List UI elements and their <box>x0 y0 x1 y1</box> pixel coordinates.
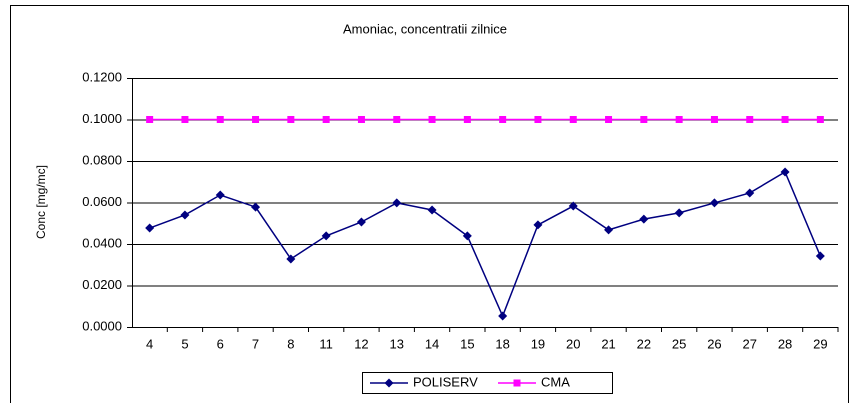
x-tick-label: 18 <box>495 336 509 351</box>
x-tick-label: 19 <box>531 336 545 351</box>
y-tick-label: 0.0200 <box>82 277 122 292</box>
y-tick-label: 0.1200 <box>82 69 122 84</box>
marker <box>321 231 331 241</box>
marker <box>427 205 437 215</box>
marker <box>392 198 402 208</box>
marker <box>640 116 648 123</box>
x-tick-label: 15 <box>460 336 474 351</box>
marker <box>462 231 472 241</box>
x-tick-label: 13 <box>390 336 404 351</box>
marker <box>322 116 330 123</box>
marker <box>534 116 542 123</box>
legend-label: CMA <box>541 374 570 389</box>
marker <box>428 116 436 123</box>
series-line <box>149 170 822 318</box>
marker <box>710 116 718 123</box>
marker <box>145 223 155 233</box>
x-tick-label: 21 <box>601 336 615 351</box>
x-tick-label: 4 <box>146 336 153 351</box>
x-tick-label: 14 <box>425 336 439 351</box>
marker <box>287 116 295 123</box>
marker <box>286 254 296 264</box>
x-tick-label: 28 <box>778 336 792 351</box>
marker <box>639 214 649 224</box>
legend-box <box>362 372 613 394</box>
x-tick-label: 27 <box>743 336 757 351</box>
marker <box>745 188 755 198</box>
y-tick-label: 0.0600 <box>82 194 122 209</box>
x-tick-label: 22 <box>637 336 651 351</box>
marker <box>215 190 225 200</box>
chart-title: Amoniac, concentratii zilnice <box>343 21 507 36</box>
marker <box>674 208 684 218</box>
marker <box>498 311 508 321</box>
x-tick-label: 20 <box>566 336 580 351</box>
y-tick-label: 0.0800 <box>82 152 122 167</box>
marker <box>216 116 224 123</box>
marker <box>393 116 401 123</box>
marker <box>816 116 824 123</box>
x-tick-label: 11 <box>319 336 333 351</box>
marker <box>180 210 190 220</box>
marker <box>781 116 789 123</box>
marker <box>463 116 471 123</box>
marker <box>605 116 613 123</box>
x-tick-label: 12 <box>354 336 368 351</box>
marker <box>533 220 543 230</box>
marker <box>357 116 365 123</box>
y-axis-label: Conc [mg/mc] <box>34 165 48 239</box>
x-tick-label: 7 <box>252 336 259 351</box>
marker <box>499 116 507 123</box>
marker <box>384 378 394 388</box>
x-tick-label: 29 <box>813 336 827 351</box>
legend-label: POLISERV <box>413 374 478 389</box>
x-tick-label: 26 <box>707 336 721 351</box>
y-tick-label: 0.0400 <box>82 235 122 250</box>
x-tick-label: 8 <box>287 336 294 351</box>
y-tick-label: 0.1000 <box>82 111 122 126</box>
marker <box>252 116 260 123</box>
marker <box>569 116 577 123</box>
marker <box>146 116 154 123</box>
x-tick-label: 6 <box>217 336 224 351</box>
marker <box>780 167 790 177</box>
marker <box>675 116 683 123</box>
marker <box>604 225 614 235</box>
x-tick-label: 5 <box>181 336 188 351</box>
y-tick-label: 0.0000 <box>82 318 122 333</box>
marker <box>181 116 189 123</box>
marker <box>513 379 521 387</box>
x-tick-label: 25 <box>672 336 686 351</box>
marker <box>251 202 261 212</box>
marker <box>815 251 825 261</box>
marker <box>356 217 366 227</box>
marker <box>709 198 719 208</box>
marker <box>568 201 578 211</box>
marker <box>746 116 754 123</box>
